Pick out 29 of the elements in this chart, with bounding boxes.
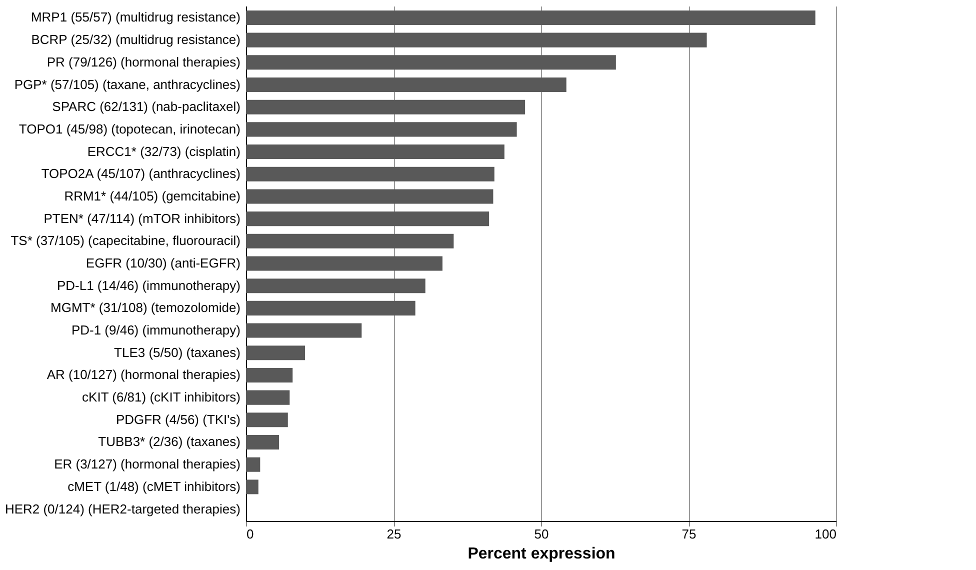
y-tick-label: PDGFR (4/56) (TKI's) — [116, 412, 240, 427]
y-tick-label: BCRP (25/32) (multidrug resistance) — [31, 32, 240, 48]
y-tick-label: TS* (37/105) (capecitabine, fluorouracil) — [10, 233, 240, 248]
y-tick-label: HER2 (0/124) (HER2-targeted therapies) — [4, 501, 240, 516]
x-tick-label: 75 — [682, 526, 696, 542]
y-tick-label: cMET (1/48) (cMET inhibitors) — [68, 478, 240, 494]
y-tick-label: ERCC1* (32/73) (cisplatin) — [87, 144, 240, 159]
y-tick-label: PTEN* (47/114) (mTOR inhibitors) — [44, 210, 240, 226]
y-tick-label: PD-L1 (14/46) (immunotherapy) — [56, 278, 240, 293]
y-tick-label: TOPO1 (45/98) (topotecan, irinotecan) — [18, 121, 240, 136]
y-tick-label: AR (10/127) (hormonal therapies) — [46, 367, 240, 382]
y-tick-label: TOPO2A (45/107) (anthracyclines) — [41, 166, 240, 182]
y-tick-label: RRM1* (44/105) (gemcitabine) — [64, 188, 240, 204]
x-axis-title: Percent expression — [468, 546, 616, 562]
y-tick-label: cKIT (6/81) (cKIT inhibitors) — [82, 390, 240, 405]
y-tick-label: MRP1 (55/57) (multidrug resistance) — [30, 10, 240, 25]
y-tick-label: PD-1 (9/46) (immunotherapy) — [71, 322, 240, 338]
y-tick-label: PGP* (57/105) (taxane, anthracyclines) — [14, 76, 240, 92]
x-tick-label: 25 — [386, 526, 402, 542]
x-tick-label: 50 — [534, 526, 549, 542]
x-tick-label: 0 — [246, 526, 254, 542]
x-tick-label: 100 — [814, 526, 836, 542]
y-tick-label: SPARC (62/131) (nab-paclitaxel) — [52, 99, 240, 114]
y-tick-label: ER (3/127) (hormonal therapies) — [54, 456, 240, 472]
y-tick-label: TUBB3* (2/36) (taxanes) — [98, 434, 240, 450]
y-tick-label: MGMT* (31/108) (temozolomide) — [50, 300, 240, 316]
y-tick-label: PR (79/126) (hormonal therapies) — [46, 54, 240, 70]
y-tick-label: EGFR (10/30) (anti-EGFR) — [86, 256, 240, 270]
y-tick-label: TLE3 (5/50) (taxanes) — [114, 344, 240, 360]
